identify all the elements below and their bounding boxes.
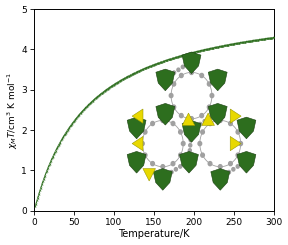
Polygon shape: [211, 169, 230, 190]
Circle shape: [208, 161, 212, 166]
Circle shape: [171, 122, 175, 126]
Circle shape: [190, 128, 193, 132]
Circle shape: [172, 82, 176, 86]
Y-axis label: $\chi_{M}T$/cm$^3$ K mol$^{-1}$: $\chi_{M}T$/cm$^3$ K mol$^{-1}$: [5, 71, 20, 148]
Circle shape: [190, 70, 193, 74]
Circle shape: [229, 122, 232, 126]
Circle shape: [207, 105, 211, 109]
Polygon shape: [208, 103, 227, 125]
Circle shape: [207, 82, 211, 86]
Circle shape: [179, 113, 183, 118]
Polygon shape: [237, 117, 256, 139]
Polygon shape: [237, 151, 256, 173]
Circle shape: [190, 128, 193, 132]
Circle shape: [218, 165, 222, 169]
Circle shape: [161, 165, 165, 169]
Circle shape: [194, 125, 197, 129]
Circle shape: [187, 159, 190, 162]
X-axis label: Temperature/K: Temperature/K: [118, 230, 190, 239]
Circle shape: [179, 130, 182, 134]
Circle shape: [170, 171, 173, 174]
Circle shape: [188, 149, 191, 152]
Circle shape: [161, 176, 164, 180]
Circle shape: [236, 130, 240, 134]
Polygon shape: [230, 109, 241, 123]
Circle shape: [236, 153, 240, 157]
Circle shape: [207, 117, 211, 120]
Circle shape: [201, 153, 204, 157]
Circle shape: [189, 144, 192, 147]
Circle shape: [188, 154, 191, 157]
Circle shape: [219, 176, 222, 180]
Circle shape: [177, 68, 180, 72]
Polygon shape: [202, 113, 215, 125]
Circle shape: [179, 165, 182, 168]
Circle shape: [236, 165, 239, 168]
Polygon shape: [156, 69, 175, 91]
Circle shape: [218, 118, 222, 122]
Circle shape: [181, 142, 185, 146]
Polygon shape: [208, 69, 227, 91]
Circle shape: [232, 168, 235, 171]
Circle shape: [200, 74, 204, 78]
Circle shape: [198, 142, 202, 146]
Circle shape: [172, 105, 176, 109]
Polygon shape: [127, 151, 146, 173]
Circle shape: [164, 77, 167, 80]
Circle shape: [169, 94, 173, 98]
Circle shape: [141, 142, 144, 146]
Circle shape: [187, 159, 190, 162]
Circle shape: [229, 161, 232, 166]
Circle shape: [190, 117, 193, 121]
Circle shape: [181, 65, 184, 69]
Circle shape: [201, 130, 204, 134]
Polygon shape: [179, 151, 198, 173]
Circle shape: [174, 168, 177, 171]
Circle shape: [166, 173, 169, 177]
Polygon shape: [127, 117, 146, 139]
Circle shape: [183, 162, 186, 165]
Circle shape: [168, 74, 171, 77]
Circle shape: [143, 130, 147, 134]
Polygon shape: [230, 136, 241, 151]
Polygon shape: [154, 169, 172, 190]
Circle shape: [179, 74, 183, 78]
Polygon shape: [182, 113, 195, 125]
Circle shape: [216, 111, 219, 114]
Polygon shape: [182, 52, 201, 74]
Polygon shape: [132, 136, 143, 151]
Polygon shape: [182, 121, 201, 142]
Circle shape: [161, 118, 165, 122]
Circle shape: [245, 159, 248, 162]
Circle shape: [208, 122, 212, 126]
Circle shape: [173, 71, 176, 74]
Circle shape: [151, 122, 154, 126]
Circle shape: [186, 62, 189, 66]
Circle shape: [210, 94, 214, 98]
Polygon shape: [132, 109, 143, 123]
Polygon shape: [143, 169, 156, 181]
Circle shape: [223, 173, 226, 177]
Circle shape: [190, 133, 193, 137]
Polygon shape: [156, 103, 175, 125]
Circle shape: [200, 113, 204, 118]
Circle shape: [171, 161, 175, 166]
Circle shape: [199, 122, 202, 126]
Circle shape: [190, 60, 193, 63]
Circle shape: [151, 161, 154, 166]
Circle shape: [203, 120, 206, 123]
Circle shape: [189, 138, 192, 142]
Circle shape: [239, 142, 242, 146]
Circle shape: [228, 171, 230, 174]
Circle shape: [240, 162, 244, 165]
Circle shape: [143, 153, 147, 157]
Circle shape: [179, 153, 182, 157]
Circle shape: [212, 114, 215, 117]
